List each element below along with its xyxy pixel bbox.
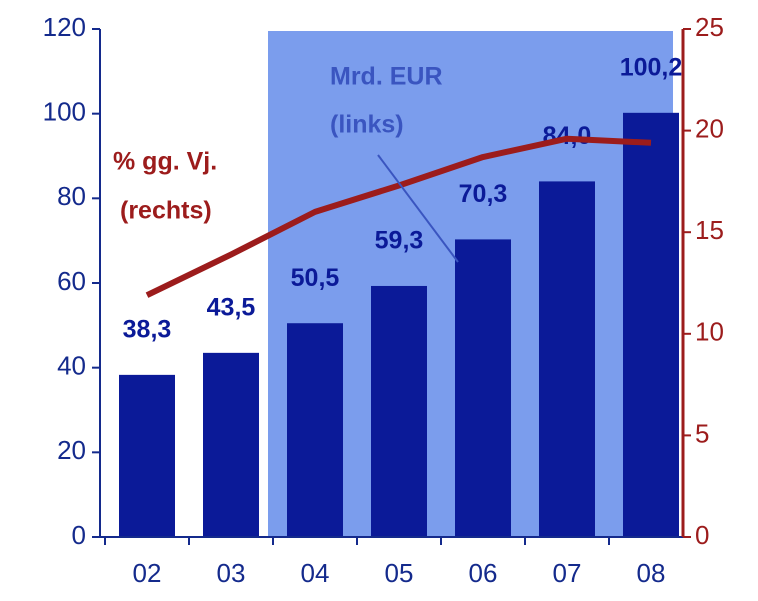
value-label: 50,5	[291, 264, 340, 292]
y-tick-label: 40	[57, 351, 86, 381]
y-tick-label: 0	[72, 520, 86, 550]
y2-tick-label: 25	[695, 12, 724, 42]
annotation: Mrd. EUR	[330, 63, 443, 91]
line-series	[145, 135, 652, 298]
bar	[539, 181, 595, 537]
x-tick-label: 03	[217, 558, 246, 588]
value-label: 43,5	[207, 293, 256, 321]
y-tick-label: 120	[43, 12, 86, 42]
x-tick-label: 05	[385, 558, 414, 588]
y-tick-label: 100	[43, 97, 86, 127]
y-tick-label: 80	[57, 181, 86, 211]
y2-tick-label: 15	[695, 215, 724, 245]
value-label: 38,3	[123, 315, 172, 343]
bar	[203, 352, 259, 537]
y2-tick-label: 20	[695, 113, 724, 143]
bar	[287, 323, 343, 537]
y-tick-label: 60	[57, 266, 86, 296]
y-tick-label: 20	[57, 435, 86, 465]
bar	[371, 285, 427, 537]
x-tick-label: 08	[637, 558, 666, 588]
bar	[119, 374, 175, 537]
x-tick-label: 02	[133, 558, 162, 588]
y2-tick-label: 10	[695, 317, 724, 347]
x-tick-label: 06	[469, 558, 498, 588]
annotation-pointer	[377, 154, 459, 263]
annotation: (rechts)	[120, 197, 212, 225]
value-label: 70,3	[459, 180, 508, 208]
y2-tick-label: 5	[695, 418, 709, 448]
annotation: (links)	[330, 111, 404, 139]
bar	[455, 239, 511, 537]
bar	[623, 112, 679, 537]
value-label: 59,3	[375, 227, 424, 255]
x-tick-label: 07	[553, 558, 582, 588]
value-label: 100,2	[620, 53, 683, 81]
annotation: % gg. Vj.	[113, 148, 217, 176]
x-tick-label: 04	[301, 558, 330, 588]
y2-tick-label: 0	[695, 520, 709, 550]
